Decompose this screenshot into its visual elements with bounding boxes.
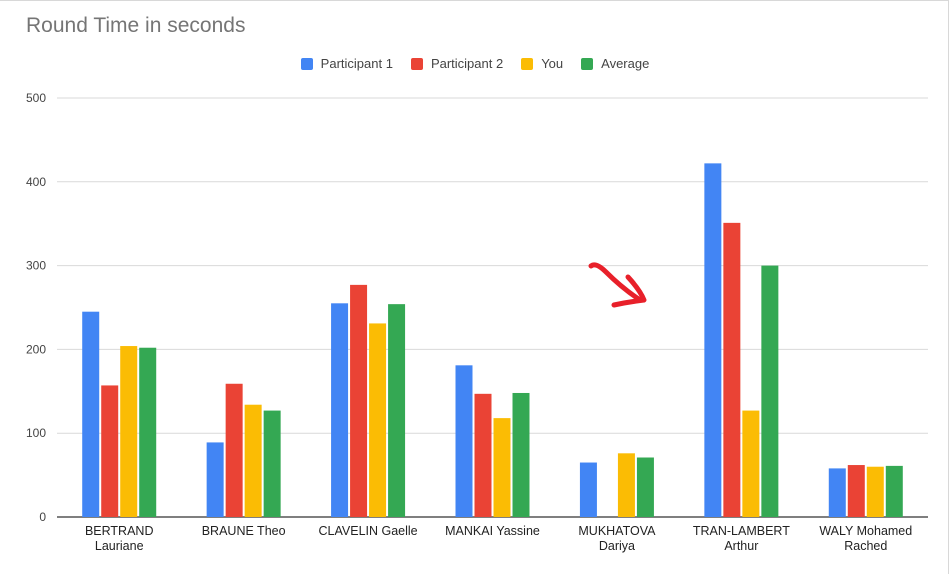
x-category-label-line-1-0: BRAUNE Theo <box>202 524 286 538</box>
bar-5-3 <box>761 265 779 517</box>
x-category-label-line-6-1: Rached <box>844 539 887 553</box>
y-tick-label-500: 500 <box>26 91 46 105</box>
x-category-label-line-5-0: TRAN-LAMBERT <box>693 524 790 538</box>
x-category-label-line-6-0: WALY Mohamed <box>819 524 912 538</box>
legend-label-0: Participant 1 <box>320 56 393 71</box>
legend-swatch-0 <box>300 57 313 70</box>
x-category-label-0: BERTRAND Lauriane <box>85 524 154 553</box>
bar-3-0 <box>455 365 473 517</box>
bar-2-1 <box>350 284 368 517</box>
bar-4-2 <box>617 453 635 517</box>
bar-2-2 <box>369 323 387 517</box>
legend-item-3: Average <box>581 56 649 71</box>
legend-swatch-1 <box>410 57 423 70</box>
x-category-label-line-5-1: Arthur <box>724 539 758 553</box>
arrow-head <box>611 274 647 308</box>
bar-6-3 <box>885 465 903 517</box>
x-category-label-5: TRAN-LAMBERT Arthur <box>693 524 790 553</box>
bar-0-1 <box>101 385 119 517</box>
x-category-label-line-0-1: Lauriane <box>95 539 144 553</box>
legend-label-3: Average <box>601 56 650 71</box>
bar-6-0 <box>828 468 846 517</box>
y-tick-label-100: 100 <box>26 426 46 440</box>
x-category-label-line-3-0: MANKAI Yassine <box>445 524 540 538</box>
x-category-label-line-2-0: CLAVELIN Gaelle <box>319 524 418 538</box>
bar-3-3 <box>512 392 530 517</box>
bar-5-2 <box>742 410 760 517</box>
x-category-label-line-4-0: MUKHATOVA <box>578 524 656 538</box>
bar-2-3 <box>388 304 406 517</box>
legend-swatch-3 <box>581 57 594 70</box>
legend-item-2: You <box>521 56 563 71</box>
arrow-shaft <box>588 262 643 303</box>
bar-3-1 <box>474 393 492 517</box>
bar-3-2 <box>493 418 511 517</box>
chart-title: Round Time in seconds <box>26 14 246 37</box>
bar-1-0 <box>206 442 224 517</box>
bar-1-1 <box>225 383 243 517</box>
x-category-label-line-0-0: BERTRAND <box>85 524 154 538</box>
x-category-label-line-4-1: Dariya <box>599 539 635 553</box>
bar-4-0 <box>579 462 597 517</box>
legend-item-1: Participant 2 <box>410 56 504 71</box>
bar-5-0 <box>704 163 722 517</box>
bar-4-3 <box>636 457 654 517</box>
legend-label-2: You <box>541 56 564 71</box>
legend-item-0: Participant 1 <box>300 56 393 71</box>
x-category-label-2: CLAVELIN Gaelle <box>319 524 418 538</box>
bar-6-1 <box>847 465 865 517</box>
bar-5-1 <box>723 222 741 517</box>
red-arrow-icon <box>588 262 647 308</box>
x-category-label-3: MANKAI Yassine <box>445 524 540 538</box>
x-category-label-1: BRAUNE Theo <box>202 524 286 538</box>
y-tick-label-0: 0 <box>39 510 46 524</box>
y-tick-label-200: 200 <box>26 342 46 356</box>
x-category-label-6: WALY Mohamed Rached <box>819 524 912 553</box>
bar-2-0 <box>331 303 349 517</box>
bar-0-0 <box>82 311 100 517</box>
bar-0-2 <box>120 346 138 517</box>
legend-label-1: Participant 2 <box>430 56 504 71</box>
bar-1-3 <box>263 410 281 517</box>
bar-0-3 <box>139 347 157 517</box>
legend-swatch-2 <box>521 57 534 70</box>
bar-1-2 <box>244 404 262 517</box>
y-tick-label-300: 300 <box>26 259 46 273</box>
x-category-label-4: MUKHATOVA Dariya <box>578 524 656 553</box>
y-tick-label-400: 400 <box>26 175 46 189</box>
chart-legend: Participant 1 Participant 2 You Average <box>0 56 950 71</box>
bar-6-2 <box>866 466 884 517</box>
